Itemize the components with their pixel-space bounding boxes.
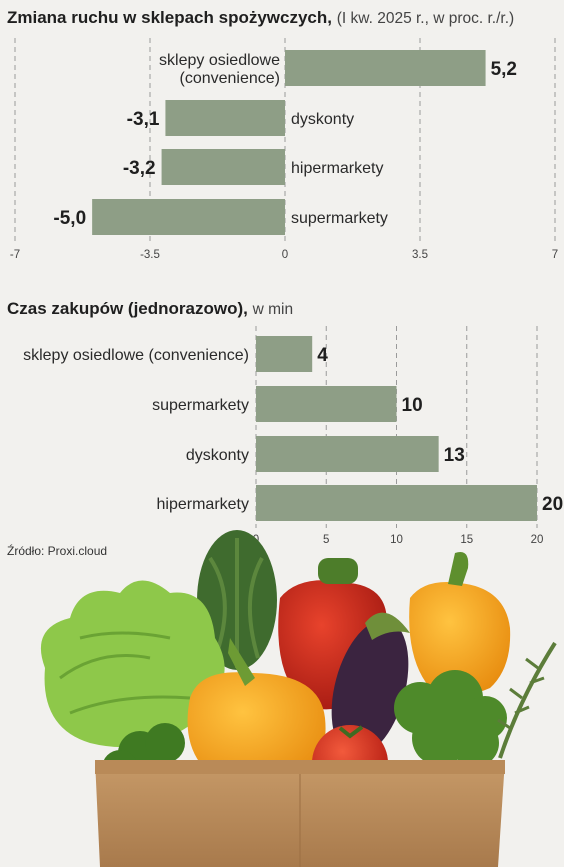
data-label: 10 (402, 395, 423, 416)
bar (161, 149, 285, 185)
category-label: dyskonty (186, 447, 249, 464)
bar (256, 485, 537, 521)
chart2-title: Czas zakupów (jednorazowo), w min (7, 299, 293, 319)
x-tick-label: 10 (390, 534, 403, 546)
lettuce-shape (40, 580, 225, 748)
orange-pepper-shape (187, 672, 326, 786)
x-tick-label: 20 (531, 534, 544, 546)
chart2-subtitle: w min (252, 301, 294, 318)
data-label: 5,2 (491, 59, 517, 80)
bar (285, 50, 486, 86)
x-tick-label: 3.5 (412, 249, 428, 261)
category-label: dyskonty (291, 111, 354, 128)
category-label: supermarkety (152, 397, 249, 414)
data-label: 20 (542, 494, 563, 515)
chart1-title: Zmiana ruchu w sklepach spożywczych, (I … (7, 8, 514, 28)
bar (256, 436, 439, 472)
data-label: -3,1 (127, 109, 160, 130)
data-label: -3,2 (123, 158, 156, 179)
category-label: supermarkety (291, 210, 388, 227)
vegetables-in-paper-bag-image (40, 530, 557, 867)
chart1-title-main: Zmiana ruchu w sklepach spożywczych, (7, 8, 332, 27)
x-tick-label: 0 (282, 249, 288, 261)
bar (256, 336, 313, 372)
category-label: sklepy osiedlowe (convenience) (23, 347, 249, 364)
chart1-subtitle: (I kw. 2025 r., w proc. r./r.) (336, 10, 515, 27)
data-label: 4 (317, 345, 328, 366)
yellow-pepper-right-shape (409, 582, 511, 696)
category-label: hipermarkety (157, 496, 249, 513)
bar (256, 386, 397, 422)
x-tick-label: 7 (552, 249, 558, 261)
bar (92, 199, 286, 235)
x-tick-label: 5 (323, 534, 329, 546)
x-tick-label: -3.5 (140, 249, 160, 261)
shopping-time-chart: 051015204sklepy osiedlowe (convenience)1… (23, 326, 563, 546)
category-label: sklepy osiedlowe (159, 52, 280, 69)
data-label: -5,0 (53, 208, 86, 229)
category-label: hipermarkety (291, 160, 383, 177)
chart2-title-main: Czas zakupów (jednorazowo), (7, 299, 248, 318)
eggplant-shape (331, 619, 409, 757)
x-tick-label: 15 (460, 534, 473, 546)
data-label: 13 (444, 445, 465, 466)
x-tick-label: -7 (10, 249, 20, 261)
category-label: (convenience) (180, 70, 281, 87)
source-note: Źródło: Proxi.cloud (7, 544, 108, 558)
broccoli-shape (394, 670, 507, 767)
bar (165, 100, 285, 136)
traffic-change-chart: -7 -3.5 0 3.5 7 5,2 sklepy osiedlowe(convenien… (10, 38, 558, 261)
